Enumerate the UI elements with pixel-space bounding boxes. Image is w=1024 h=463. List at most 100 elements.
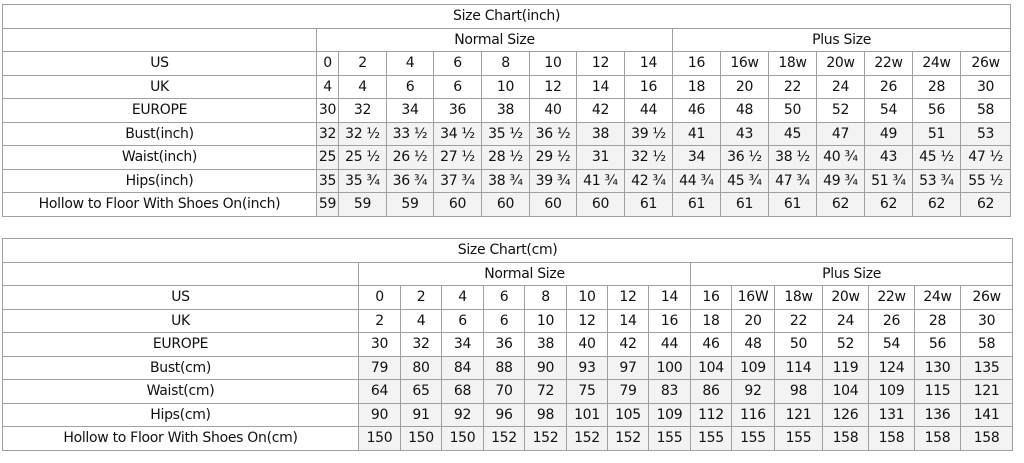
- table-row: Hips(cm) 90 91 92 96 98 101 105 109 112 116 121 126 1…: [2, 402, 1014, 427]
- size-value-cell: 124: [868, 355, 915, 380]
- size-value-cell: 30: [959, 74, 1012, 99]
- size-value-cell: 6: [433, 51, 482, 76]
- size-value-cell: 114: [774, 355, 823, 380]
- size-value-cell: 0: [358, 285, 401, 310]
- size-value-cell: 141: [959, 402, 1014, 427]
- size-value-cell: 130: [914, 355, 961, 380]
- size-value-cell: 26w: [959, 51, 1012, 76]
- size-value-cell: 36 ¾: [386, 168, 434, 193]
- group-header-row: Normal Size Plus Size: [2, 261, 1014, 286]
- size-value-cell: 61: [720, 192, 769, 217]
- table-row: US 0 2 4 6 8 10 12 14 16 16w 18w 20w 22w 24w 26w: [2, 51, 1012, 76]
- size-value-cell: 10: [566, 285, 608, 310]
- table-row: Hollow to Floor With Shoes On(inch) 59 59 5…: [2, 192, 1012, 217]
- size-value-cell: 68: [441, 379, 484, 404]
- size-value-cell: 10: [481, 74, 530, 99]
- size-value-cell: 50: [768, 98, 817, 123]
- size-value-cell: 40: [566, 332, 608, 357]
- size-value-cell: 62: [816, 192, 865, 217]
- size-value-cell: 51: [912, 121, 961, 146]
- size-value-cell: 35: [316, 168, 339, 193]
- row-label: Waist(inch): [2, 145, 317, 170]
- size-value-cell: 8: [481, 51, 530, 76]
- size-value-cell: 25: [316, 145, 339, 170]
- size-value-cell: 80: [400, 355, 442, 380]
- size-value-cell: 33 ½: [386, 121, 434, 146]
- size-value-cell: 26: [868, 308, 915, 333]
- size-value-cell: 12: [566, 308, 608, 333]
- size-value-cell: 158: [822, 426, 869, 451]
- size-value-cell: 42 ¾: [624, 168, 673, 193]
- size-value-cell: 14: [648, 285, 691, 310]
- size-value-cell: 121: [959, 379, 1014, 404]
- size-value-cell: 10: [524, 308, 567, 333]
- size-value-cell: 10: [529, 51, 577, 76]
- size-value-cell: 32: [400, 332, 442, 357]
- size-value-cell: 155: [690, 426, 732, 451]
- row-label: UK: [2, 308, 359, 333]
- size-value-cell: 49 ¾: [816, 168, 865, 193]
- size-value-cell: 24: [822, 308, 869, 333]
- size-value-cell: 29 ½: [529, 145, 577, 170]
- size-value-cell: 14: [576, 74, 625, 99]
- table-row: EUROPE 30 32 34 36 38 40 42 44 46 48 50 52 54 56 58: [2, 98, 1012, 123]
- size-value-cell: 6: [441, 308, 484, 333]
- size-value-cell: 115: [914, 379, 961, 404]
- empty-header-cell: [2, 261, 359, 286]
- table-row: UK 2 4 6 6 10 12 14 16 18 20 22 24 26 28 30: [2, 308, 1014, 333]
- plus-size-header: Plus Size: [689, 261, 1014, 286]
- normal-size-header: Normal Size: [358, 261, 691, 286]
- empty-header-cell: [2, 27, 317, 52]
- size-value-cell: 4: [316, 74, 339, 99]
- size-value-cell: 45: [768, 121, 817, 146]
- size-value-cell: 37 ¾: [433, 168, 482, 193]
- size-value-cell: 70: [483, 379, 525, 404]
- size-value-cell: 16: [624, 74, 673, 99]
- size-value-cell: 79: [358, 355, 401, 380]
- size-value-cell: 60: [529, 192, 577, 217]
- size-value-cell: 16: [690, 285, 732, 310]
- size-value-cell: 61: [624, 192, 673, 217]
- size-value-cell: 14: [607, 308, 649, 333]
- plus-size-header: Plus Size: [671, 27, 1012, 52]
- size-value-cell: 92: [441, 402, 484, 427]
- size-value-cell: 152: [607, 426, 649, 451]
- size-value-cell: 2: [358, 308, 401, 333]
- size-value-cell: 90: [524, 355, 567, 380]
- size-value-cell: 98: [774, 379, 823, 404]
- size-value-cell: 25 ½: [338, 145, 387, 170]
- size-value-cell: 47 ½: [959, 145, 1012, 170]
- size-value-cell: 52: [816, 98, 865, 123]
- size-value-cell: 22w: [868, 285, 915, 310]
- size-value-cell: 152: [524, 426, 567, 451]
- size-value-cell: 28: [912, 74, 961, 99]
- size-value-cell: 152: [566, 426, 608, 451]
- size-value-cell: 24w: [914, 285, 961, 310]
- table-row: US 0 2 4 6 8 10 12 14 16 16W 18w 20w 22w 24w 26w: [2, 285, 1014, 310]
- size-value-cell: 59: [338, 192, 387, 217]
- size-value-cell: 4: [338, 74, 387, 99]
- size-value-cell: 34: [441, 332, 484, 357]
- size-value-cell: 42: [607, 332, 649, 357]
- size-value-cell: 83: [648, 379, 691, 404]
- row-label: Waist(cm): [2, 379, 359, 404]
- size-value-cell: 32 ½: [624, 145, 673, 170]
- size-value-cell: 36: [433, 98, 482, 123]
- size-value-cell: 16: [648, 308, 691, 333]
- size-value-cell: 54: [864, 98, 913, 123]
- size-value-cell: 60: [481, 192, 530, 217]
- size-value-cell: 50: [774, 332, 823, 357]
- size-value-cell: 14: [624, 51, 673, 76]
- size-value-cell: 40 ¾: [816, 145, 865, 170]
- group-header-row: Normal Size Plus Size: [2, 27, 1012, 52]
- size-value-cell: 36 ½: [720, 145, 769, 170]
- size-value-cell: 45 ¾: [720, 168, 769, 193]
- size-value-cell: 26: [864, 74, 913, 99]
- size-value-cell: 48: [720, 98, 769, 123]
- size-value-cell: 60: [576, 192, 625, 217]
- size-value-cell: 150: [358, 426, 401, 451]
- size-value-cell: 104: [690, 355, 732, 380]
- size-value-cell: 30: [358, 332, 401, 357]
- size-value-cell: 43: [720, 121, 769, 146]
- size-value-cell: 6: [483, 308, 525, 333]
